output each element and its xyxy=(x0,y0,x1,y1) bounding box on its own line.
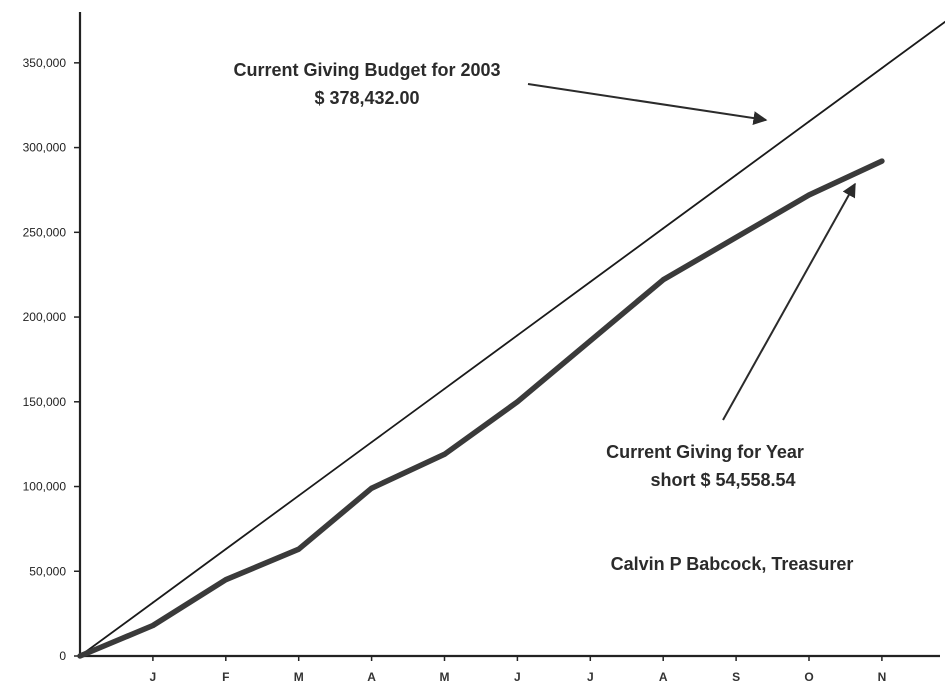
budget-annotation-line2: $ 378,432.00 xyxy=(314,88,419,108)
budget-point xyxy=(224,548,227,551)
x-tick-label: A xyxy=(659,670,668,683)
y-tick-label: 350,000 xyxy=(23,56,67,70)
x-tick-label: M xyxy=(440,670,450,683)
budget-point xyxy=(808,120,810,123)
giving-point xyxy=(150,622,156,628)
giving-annotation-line2: short $ 54,558.54 xyxy=(650,470,795,490)
giving-point xyxy=(369,485,375,491)
x-tick-label: F xyxy=(222,670,229,683)
giving-point xyxy=(442,451,447,457)
giving-point xyxy=(223,577,229,583)
y-tick-label: 200,000 xyxy=(23,310,67,324)
budget-point xyxy=(662,227,665,230)
x-tick-label: J xyxy=(150,670,157,683)
y-tick-label: 50,000 xyxy=(29,564,66,578)
x-tick-label: J xyxy=(587,670,594,683)
giving-point xyxy=(514,399,520,405)
y-tick-label: 100,000 xyxy=(23,480,67,494)
budget-annotation-line1: Current Giving Budget for 2003 xyxy=(233,60,500,80)
giving-arrow xyxy=(722,182,856,421)
budget-point xyxy=(152,601,154,604)
x-tick-label: S xyxy=(732,670,740,683)
giving-point xyxy=(296,546,302,552)
giving-point xyxy=(806,192,812,198)
giving-point xyxy=(587,338,593,344)
budget-point xyxy=(370,441,373,444)
x-tick-label: O xyxy=(804,670,813,683)
y-tick-label: 150,000 xyxy=(23,395,67,409)
y-tick-label: 300,000 xyxy=(23,141,67,155)
annotation-arrows xyxy=(527,83,856,421)
budget-point xyxy=(443,387,446,390)
giving-series-line xyxy=(77,158,885,659)
axes: 0 50,000 100,000 150,000 200,000 250,000 300,0… xyxy=(23,12,940,683)
series-layer xyxy=(77,20,945,659)
budget-point xyxy=(881,67,883,70)
y-tick-label: 0 xyxy=(59,649,66,663)
giving-point xyxy=(660,277,666,283)
giving-point xyxy=(77,653,83,659)
x-tick-label: N xyxy=(878,670,887,683)
budget-point xyxy=(735,174,737,176)
budget-arrow xyxy=(527,83,768,126)
x-tick-label: J xyxy=(514,670,521,683)
giving-annotation-line1: Current Giving for Year xyxy=(606,442,804,462)
budget-point xyxy=(589,280,592,283)
x-tick-label: M xyxy=(294,670,304,683)
giving-point xyxy=(733,234,739,240)
budget-point xyxy=(516,334,519,337)
treasurer-signature: Calvin P Babcock, Treasurer xyxy=(611,554,854,574)
budget-point xyxy=(297,494,300,497)
x-tick-label: A xyxy=(367,670,376,683)
giving-point xyxy=(879,158,885,164)
y-tick-label: 250,000 xyxy=(23,225,67,239)
